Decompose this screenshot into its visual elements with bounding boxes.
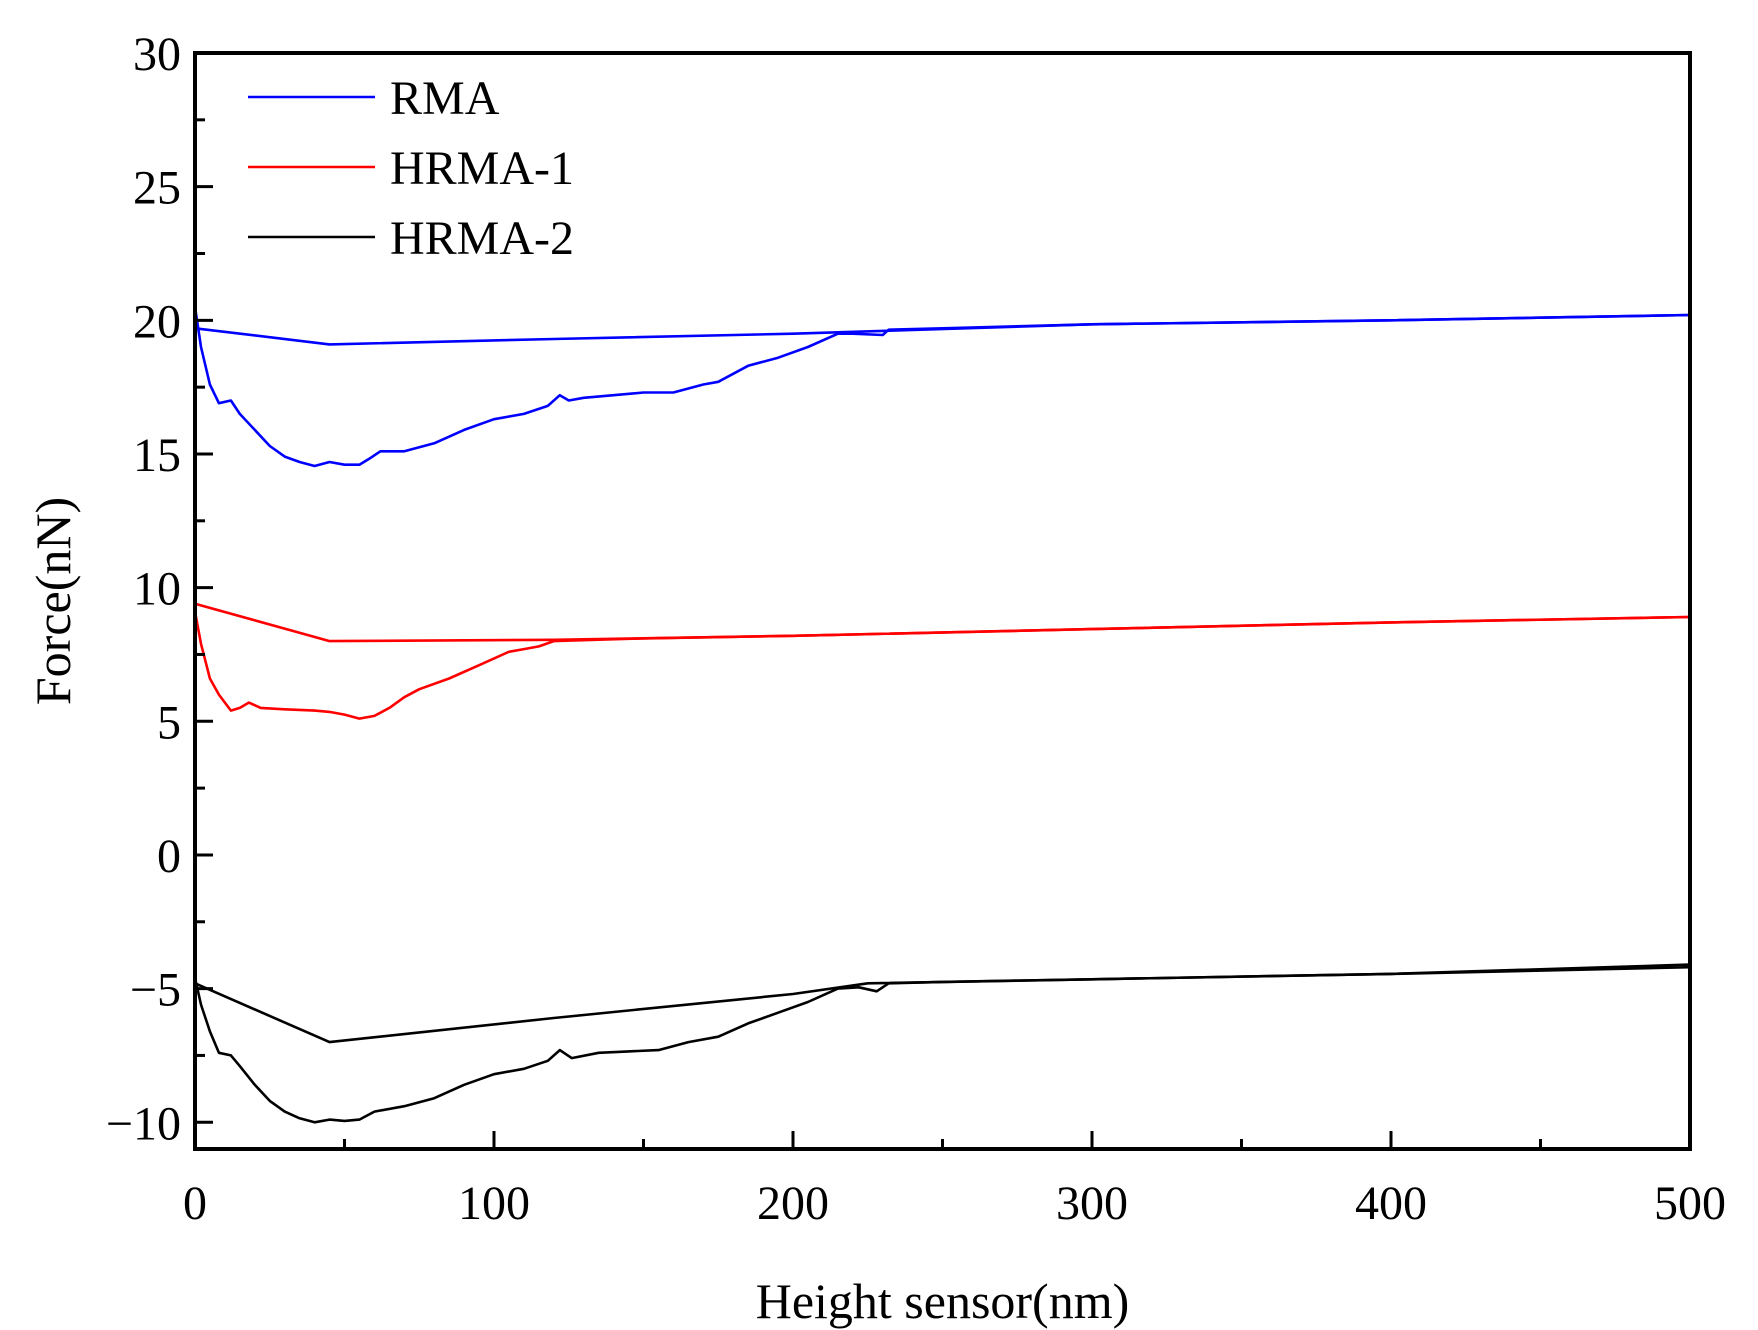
series-rma xyxy=(193,306,1691,468)
x-tick-label: 0 xyxy=(183,1177,207,1230)
legend-label-hrma-1: HRMA-1 xyxy=(390,142,574,195)
y-tick-label: 25 xyxy=(133,162,181,215)
y-tick-label: 0 xyxy=(157,830,181,883)
series-rma-retract-line xyxy=(193,306,1691,468)
y-tick-label: 5 xyxy=(157,696,181,749)
x-tick-label: 500 xyxy=(1654,1177,1726,1230)
x-tick-label: 100 xyxy=(458,1177,530,1230)
x-tick-label: 400 xyxy=(1355,1177,1427,1230)
y-tick-label: −5 xyxy=(130,964,181,1017)
x-tick-label: 200 xyxy=(757,1177,829,1230)
y-tick-label: −10 xyxy=(106,1097,181,1150)
series-hrma-2 xyxy=(193,963,1691,1124)
series-hrma-1 xyxy=(193,602,1691,720)
y-tick-label: 10 xyxy=(133,563,181,616)
legend-label-hrma-2: HRMA-2 xyxy=(390,212,574,265)
y-tick-label: 30 xyxy=(133,28,181,81)
labels-layer: 0 100 200 300 400 500 −10 −5 0 5 10 15 20 25 30 Height … xyxy=(25,28,1726,1329)
series-hrma-1-retract-line xyxy=(193,611,1691,720)
series-hrma-2-approach-line xyxy=(194,963,1691,1044)
legend: RMA HRMA-1 HRMA-2 xyxy=(248,72,574,265)
x-tick-label: 300 xyxy=(1056,1177,1128,1230)
ticks-layer xyxy=(193,51,1692,1149)
y-tick-label: 15 xyxy=(133,429,181,482)
series-hrma-1-approach-line xyxy=(194,602,1691,643)
y-axis-label: Force(nN) xyxy=(25,497,81,705)
series-layer xyxy=(193,306,1691,1124)
y-tick-label: 20 xyxy=(133,295,181,348)
legend-label-rma: RMA xyxy=(390,72,500,125)
series-hrma-2-retract-line xyxy=(193,965,1691,1124)
x-axis-label: Height sensor(nm) xyxy=(756,1273,1130,1329)
